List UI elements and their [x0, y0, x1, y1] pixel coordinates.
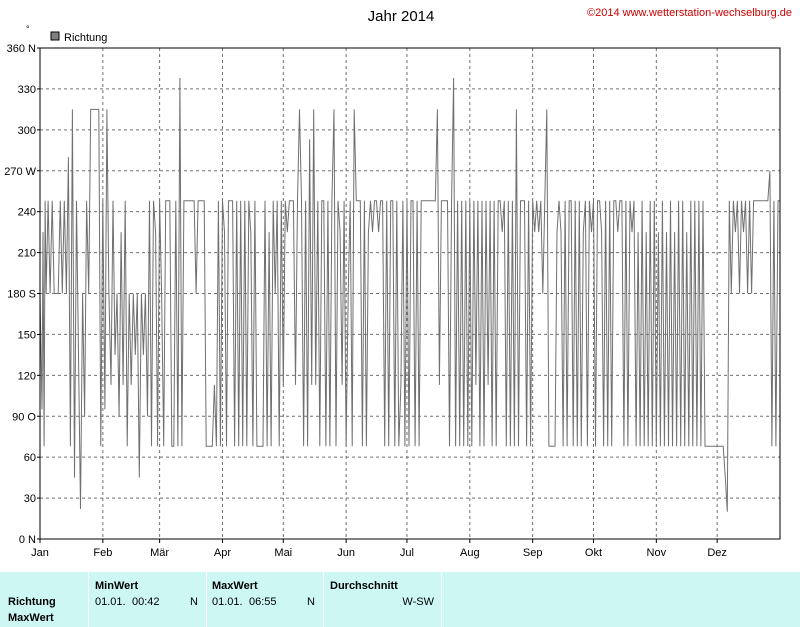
minwert-header: MinWert — [95, 580, 139, 592]
x-tick-label: Nov — [647, 547, 667, 559]
chart-title: Jahr 2014 — [368, 8, 435, 25]
x-tick-label: Jul — [400, 547, 414, 559]
row-label-richtung: Richtung — [8, 596, 56, 608]
y-tick-label: 150 — [18, 329, 36, 341]
x-tick-label: Sep — [523, 547, 543, 559]
chart-area: Jahr 2014 ©2014 www.wetterstation-wechse… — [4, 7, 792, 559]
maxwert-date: 01.01. — [212, 596, 243, 608]
x-tick-label: Mai — [274, 547, 292, 559]
stats-minwert-cell: MinWert 01.01. 00:42 N — [89, 572, 207, 627]
y-tick-label: 270 W — [4, 166, 36, 178]
y-tick-label: 180 S — [7, 289, 36, 301]
y-tick-label: 360 N — [7, 43, 36, 55]
copyright-text: ©2014 www.wetterstation-wechselburg.de — [587, 7, 792, 19]
stats-panel: Richtung MaxWert MinWert 01.01. 00:42 N … — [0, 572, 800, 627]
x-tick-label: Feb — [93, 547, 112, 559]
unit-degree: ° — [26, 24, 30, 34]
x-tick-label: Okt — [585, 547, 602, 559]
y-tick-label: 90 O — [12, 411, 36, 423]
maxwert-header: MaxWert — [212, 580, 258, 592]
minwert-time: 00:42 — [132, 596, 160, 608]
x-tick-label: Mär — [150, 547, 169, 559]
minwert-dir: N — [190, 596, 198, 608]
x-tick-label: Dez — [707, 547, 727, 559]
legend-swatch — [50, 31, 60, 41]
y-tick-label: 240 — [18, 207, 36, 219]
series-line-richtung — [39, 77, 780, 512]
y-axis: 0 N 30 60 90 O 120 150 180 S 210 240 270 W 300 330 3… — [4, 43, 40, 546]
stats-durchschnitt-cell: Durchschnitt W-SW — [324, 572, 442, 627]
maxwert-time: 06:55 — [249, 596, 277, 608]
x-tick-label: Jun — [337, 547, 355, 559]
stats-label-cell: Richtung MaxWert — [0, 572, 89, 627]
x-tick-label: Aug — [460, 547, 480, 559]
x-tick-label: Apr — [214, 547, 231, 559]
y-tick-label: 30 — [24, 493, 36, 505]
row-label-maxwert: MaxWert — [8, 612, 54, 624]
grid — [40, 48, 780, 539]
durchschnitt-value: W-SW — [402, 596, 434, 608]
x-tick-label: Jan — [31, 547, 49, 559]
y-tick-label: 300 — [18, 125, 36, 137]
stats-maxwert-cell: MaxWert 01.01. 06:55 N — [207, 572, 324, 627]
plot-frame — [39, 47, 781, 540]
maxwert-dir: N — [307, 596, 315, 608]
durchschnitt-header: Durchschnitt — [330, 580, 398, 592]
y-tick-label: 120 — [18, 370, 36, 382]
x-axis: Jan Feb Mär Apr Mai Jun Jul Aug Sep Okt Nov Dez — [31, 539, 727, 559]
y-tick-label: 210 — [18, 248, 36, 260]
legend-label: Richtung — [64, 32, 107, 44]
minwert-date: 01.01. — [95, 596, 126, 608]
y-tick-label: 330 — [18, 84, 36, 96]
y-tick-label: 60 — [24, 452, 36, 464]
y-tick-label: 0 N — [19, 534, 36, 546]
